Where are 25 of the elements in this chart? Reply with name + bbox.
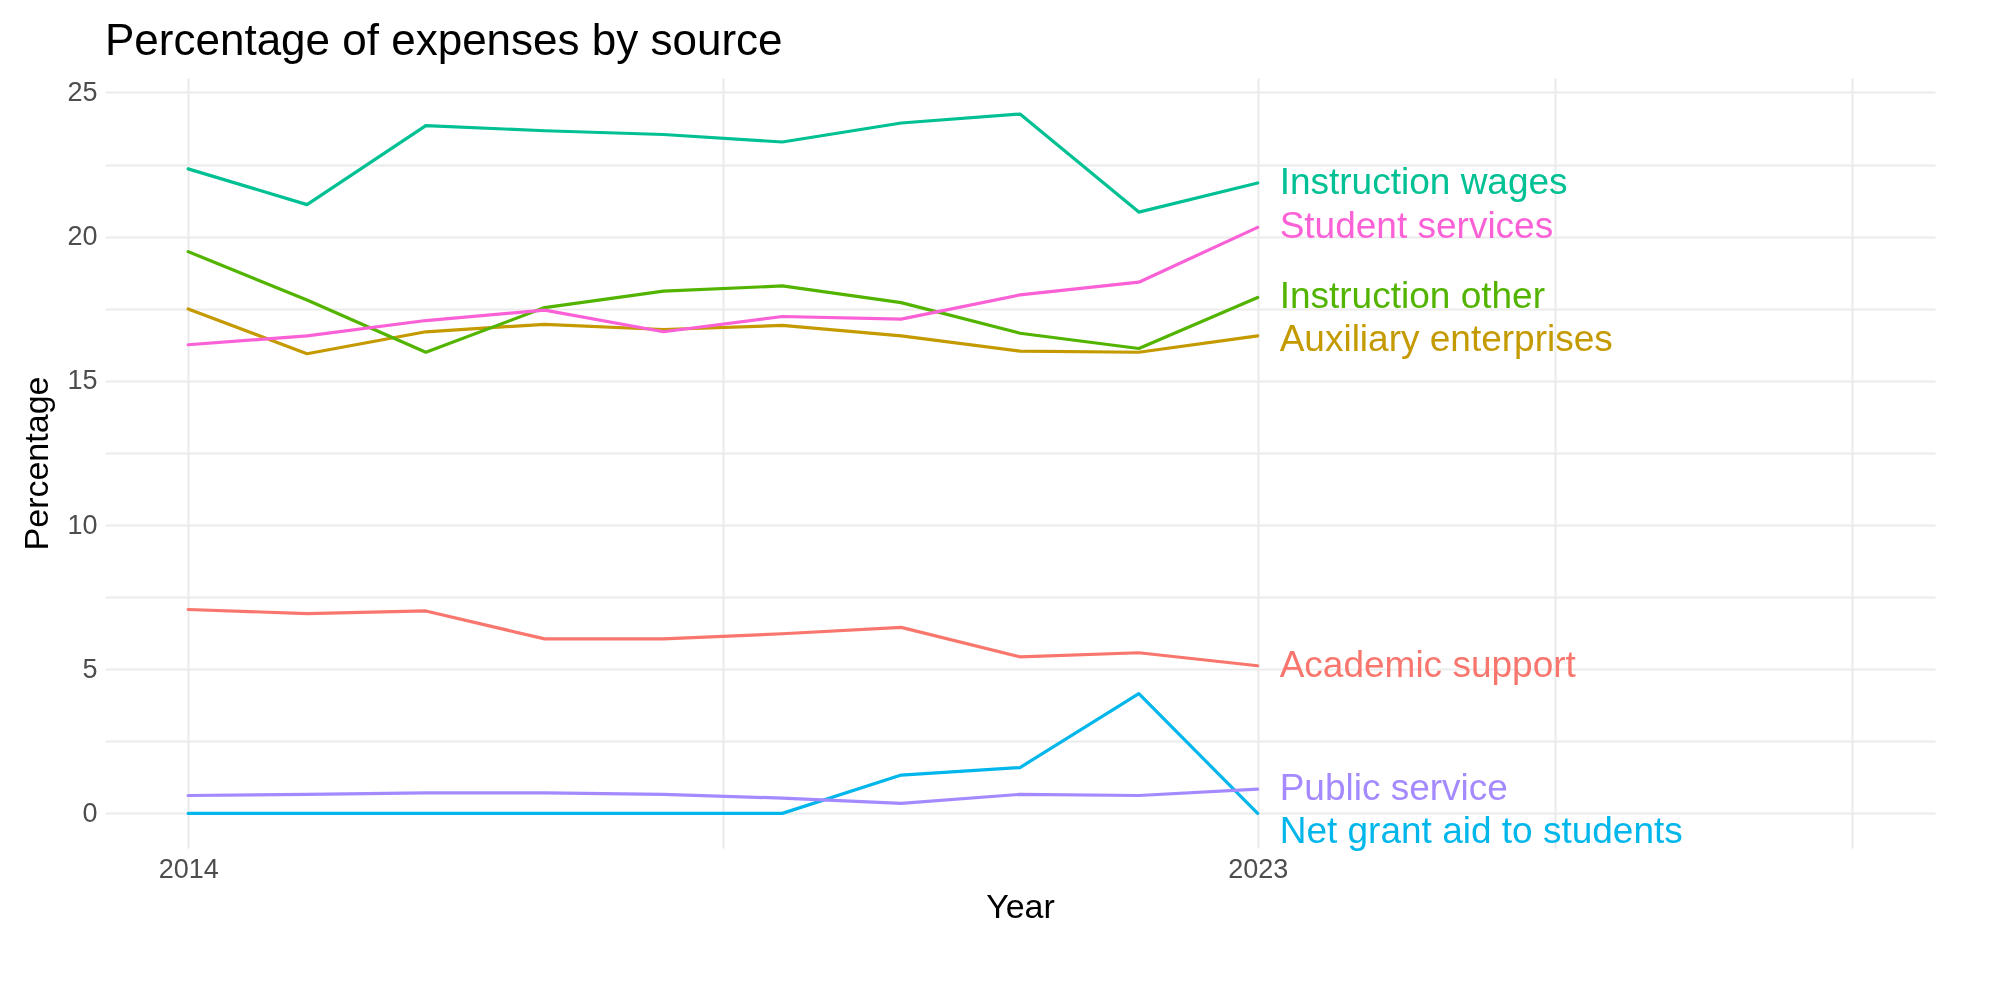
- y-tick-label: 25: [67, 76, 98, 107]
- series-label: Student services: [1279, 205, 1554, 247]
- x-axis-title: Year: [986, 886, 1055, 925]
- line-series: [186, 307, 1260, 356]
- line-series: [186, 787, 1260, 805]
- series-label: Auxiliary enterprises: [1279, 318, 1613, 360]
- line-series: [186, 112, 1260, 214]
- line-series: [186, 250, 1260, 354]
- chart-title: Percentage of expenses by source: [105, 15, 783, 64]
- y-tick-label: 20: [67, 221, 98, 252]
- y-tick-label: 0: [82, 797, 98, 828]
- x-tick-label: 2023: [1228, 853, 1289, 884]
- y-tick-label: 15: [67, 365, 98, 396]
- x-tick-label: 2014: [158, 853, 219, 884]
- series-label: Instruction wages: [1279, 160, 1568, 202]
- series-label: Net grant aid to students: [1279, 809, 1683, 851]
- series-label: Public service: [1279, 767, 1508, 809]
- y-tick-label: 10: [67, 509, 98, 540]
- y-tick-label: 5: [82, 653, 98, 684]
- series-label: Academic support: [1279, 643, 1577, 685]
- series-label: Instruction other: [1279, 275, 1545, 317]
- line-series: [186, 225, 1260, 347]
- line-series: [186, 692, 1260, 815]
- line-series: [186, 607, 1260, 668]
- y-axis-title: Percentage: [17, 376, 56, 551]
